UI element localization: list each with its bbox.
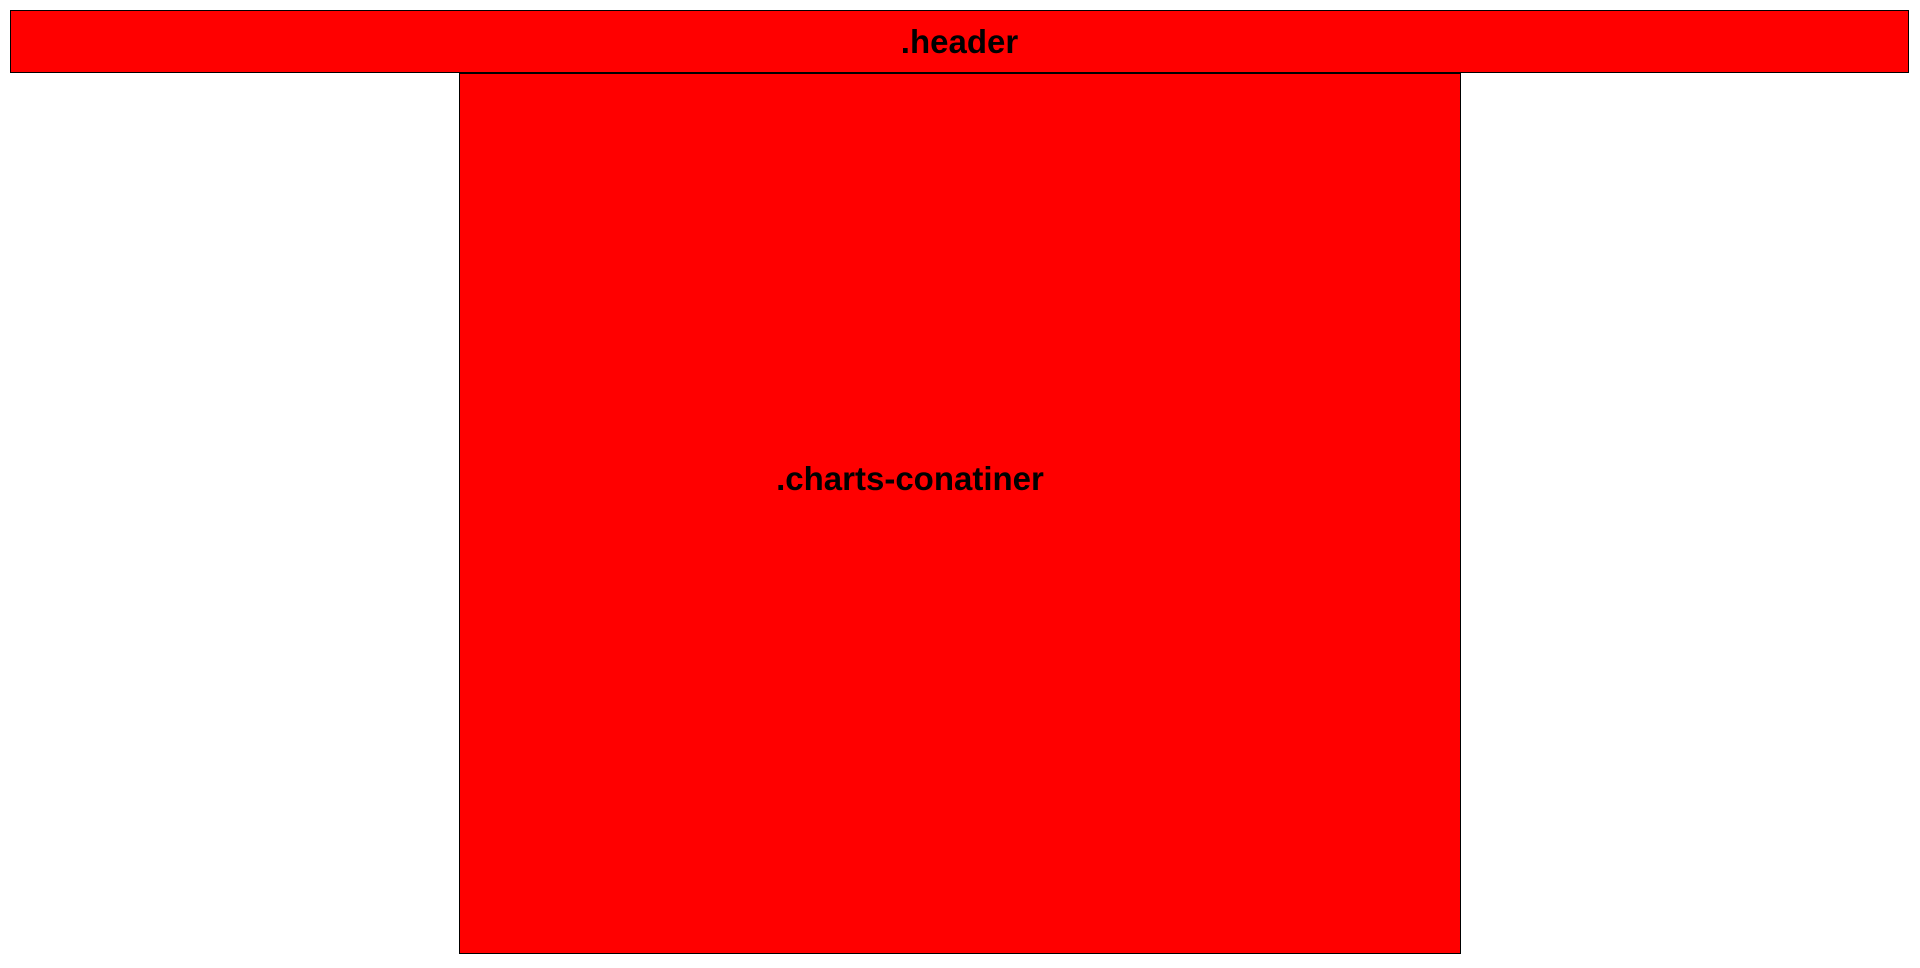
header-label: .header	[900, 23, 1019, 60]
charts-container-box: .charts-conatiner	[459, 73, 1461, 954]
charts-container-label: .charts-conatiner	[776, 460, 1044, 497]
header-box: .header	[10, 10, 1909, 73]
